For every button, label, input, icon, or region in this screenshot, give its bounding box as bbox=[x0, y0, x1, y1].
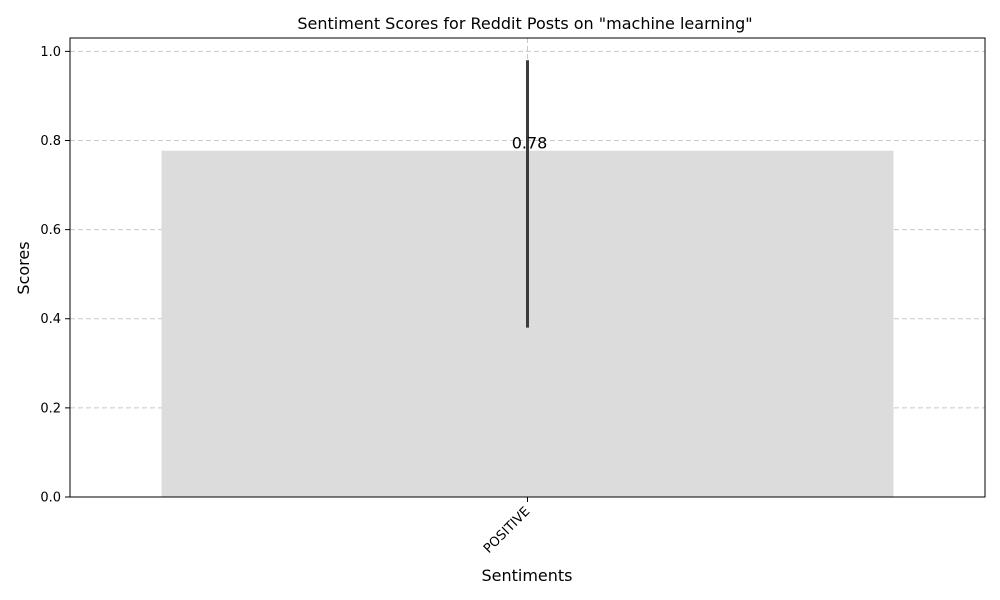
data-labels: 0.78 bbox=[512, 134, 548, 153]
y-tick-label: 0.2 bbox=[40, 401, 61, 416]
y-tick-label: 0.4 bbox=[40, 312, 61, 327]
x-axis-label: Sentiments bbox=[481, 566, 572, 585]
y-axis: 0.0 0.2 0.4 0.6 0.8 1.0 bbox=[40, 45, 70, 506]
y-tick-label: 0.6 bbox=[40, 223, 61, 238]
chart-title: Sentiment Scores for Reddit Posts on "ma… bbox=[297, 14, 752, 33]
y-tick-label: 1.0 bbox=[40, 45, 61, 60]
y-tick-label: 0.0 bbox=[40, 491, 61, 506]
data-label: 0.78 bbox=[512, 134, 548, 153]
x-tick-label: POSITIVE bbox=[481, 504, 533, 556]
y-tick-label: 0.8 bbox=[40, 134, 61, 149]
x-axis: POSITIVE bbox=[481, 497, 533, 557]
y-axis-label: Scores bbox=[14, 241, 33, 294]
